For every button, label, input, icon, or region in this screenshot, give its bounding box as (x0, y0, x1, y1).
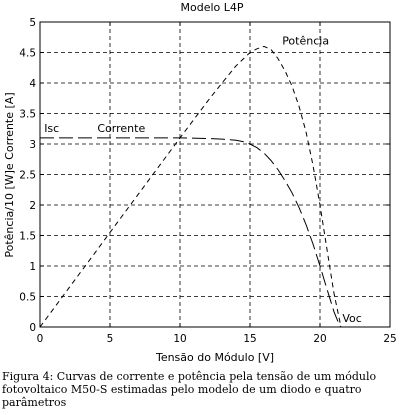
y-tick-label: 0 (29, 322, 36, 334)
chart-annotations: Potência Corrente Isc Voc (44, 35, 362, 326)
y-tick-label: 1.5 (19, 231, 36, 243)
series-line-corrente (40, 137, 342, 328)
y-tick-label: 3.5 (19, 109, 36, 121)
series-line-potencia (39, 45, 342, 328)
y-tick-label: 5 (29, 17, 36, 29)
figure-caption: Figura 4: Curvas de corrente e potência … (2, 370, 377, 409)
x-tick-label: 20 (313, 333, 326, 345)
y-tick-label: 0.5 (19, 292, 36, 304)
y-tick-label: 3 (29, 139, 36, 151)
x-tick-label: 0 (37, 333, 44, 345)
x-tick-label: 10 (173, 333, 186, 345)
chart-title: Modelo L4P (180, 1, 243, 14)
y-tick-label: 4 (29, 78, 36, 90)
y-tick-label: 2.5 (19, 170, 36, 182)
annotation-corrente: Corrente (97, 122, 145, 135)
x-tick-label: 15 (243, 333, 256, 345)
chart-series (39, 45, 342, 328)
x-tick-label: 5 (107, 333, 114, 345)
chart-grid (40, 22, 390, 327)
y-tick-label: 2 (29, 200, 36, 212)
annotation-voc: Voc (342, 312, 361, 325)
annotation-potencia: Potência (282, 35, 329, 48)
x-tick-label: 25 (383, 333, 396, 345)
chart: Modelo L4P 0 5 10 15 20 25 0 0.5 1 1.5 2 2.5 3 3.5 4 4.… (3, 1, 397, 364)
x-axis-label: Tensão do Módulo [V] (155, 351, 274, 364)
y-tick-label: 4.5 (19, 48, 36, 60)
y-axis-label: Potência/10 [W]e Corrente [A] (3, 92, 16, 257)
axis-ticks: 0 5 10 15 20 25 0 0.5 1 1.5 2 2.5 3 3.5 4 4.5 5 (19, 17, 396, 345)
y-tick-label: 1 (29, 261, 36, 273)
annotation-isc: Isc (44, 122, 59, 135)
